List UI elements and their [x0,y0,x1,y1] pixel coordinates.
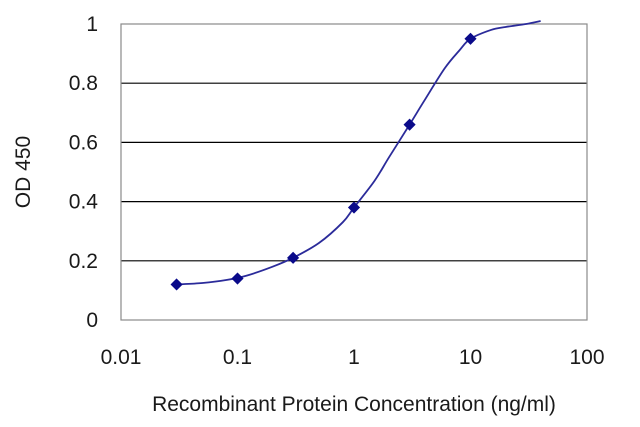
y-tick-label: 1 [86,13,98,36]
fit-curve [176,20,541,286]
plot-border [120,23,588,321]
y-tick-label: 0.2 [69,250,98,273]
y-tick-label: 0.4 [69,191,99,214]
x-tick-label: 0.1 [223,346,252,369]
y-axis-ticks: 0 0.2 0.4 0.6 0.8 1 [69,13,99,332]
x-tick-label: 0.01 [101,346,142,369]
series-line [176,20,541,286]
data-points [170,32,477,291]
data-point [464,32,477,45]
data-point [347,201,361,214]
data-point [403,118,416,131]
x-tick-label: 100 [569,346,604,369]
x-axis-label: Recombinant Protein Concentration (ng/ml… [152,393,556,416]
y-tick-label: 0 [86,309,98,332]
data-point [287,251,300,264]
plot-frame [120,23,588,321]
x-tick-label: 1 [348,346,360,369]
y-axis-label: OD 450 [12,136,35,208]
y-tick-label: 0.8 [69,72,98,95]
data-point [170,278,183,291]
y-tick-label: 0.6 [69,131,98,154]
x-tick-label: 10 [459,346,482,369]
x-axis-ticks: 0.01 0.1 1 10 100 [101,346,605,369]
gridlines [121,82,587,262]
data-point [231,272,244,285]
